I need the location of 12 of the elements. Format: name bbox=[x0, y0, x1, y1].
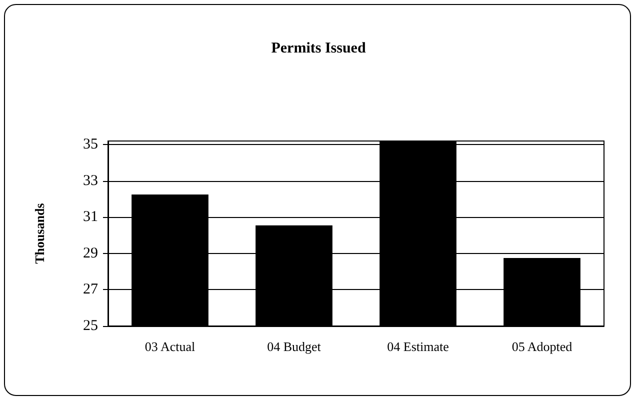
y-tick-label: 33 bbox=[83, 172, 98, 189]
x-tick-label: 05 Adopted bbox=[512, 339, 573, 354]
y-tick-label: 25 bbox=[83, 318, 98, 334]
y-axis-title: Thousands bbox=[32, 203, 47, 264]
y-tick-label: 29 bbox=[83, 245, 98, 262]
chart-title: Permits Issued bbox=[271, 40, 366, 56]
y-tick-label: 27 bbox=[83, 282, 98, 298]
y-tick-label: 31 bbox=[83, 209, 98, 226]
x-tick-label: 04 Estimate bbox=[387, 339, 450, 354]
x-tick-label: 04 Budget bbox=[267, 339, 322, 354]
x-tick-label: 03 Actual bbox=[144, 339, 196, 354]
y-tick-label: 35 bbox=[83, 136, 98, 153]
